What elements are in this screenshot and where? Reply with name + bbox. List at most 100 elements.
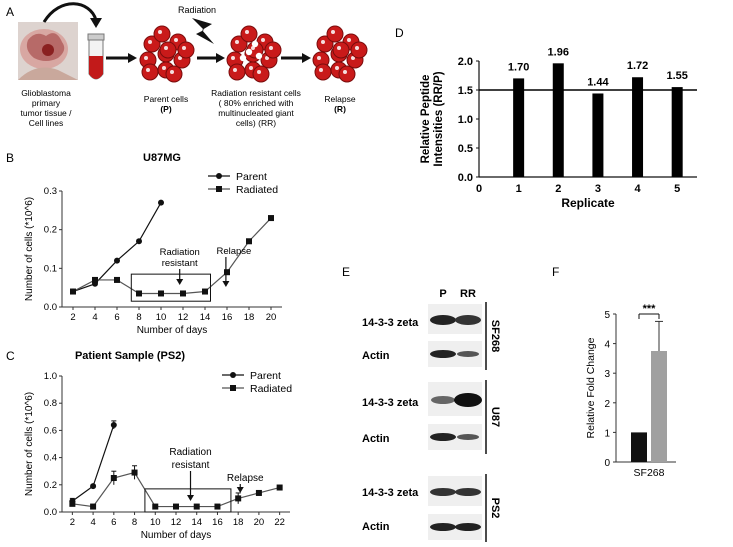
cell-nucleus — [235, 40, 239, 44]
cell — [177, 41, 195, 59]
panel-c-letter: C — [6, 349, 15, 363]
cell-nucleus — [321, 40, 325, 44]
cell — [153, 25, 171, 43]
x-tick-label: 6 — [111, 517, 116, 528]
x-tick-label: 8 — [132, 517, 137, 528]
y-axis-label: Number of cells (*10^6) — [24, 392, 35, 496]
bar-value-label: 1.96 — [548, 46, 569, 58]
cell — [264, 41, 282, 59]
data-point — [110, 475, 117, 481]
lane-rr-label: RR — [460, 288, 476, 300]
bar — [671, 87, 683, 177]
cell-nucleus — [351, 56, 355, 60]
source-label-2: primary — [32, 98, 61, 108]
panel-e-letter: E — [342, 265, 350, 279]
annotation-relapse: Relapse — [227, 473, 264, 484]
cell — [141, 63, 159, 81]
cell-nucleus — [269, 46, 273, 50]
cell-nucleus — [257, 70, 261, 74]
series-line-parent — [72, 424, 115, 502]
y-tick-label: 0.0 — [44, 507, 57, 518]
cell-nucleus — [261, 38, 265, 42]
y-tick-label: 3 — [604, 369, 610, 380]
bar-value-label: 1.44 — [587, 76, 609, 88]
y-axis-label: Relative Fold Change — [585, 337, 597, 438]
cell-nucleus — [233, 68, 237, 72]
cell-nucleus — [178, 56, 182, 60]
lane-p-label: P — [439, 288, 446, 300]
panel-a-letter: A — [6, 5, 14, 19]
legend-marker — [230, 385, 236, 391]
annotation-arrowhead — [187, 495, 195, 501]
x-tick-label: 12 — [171, 517, 182, 528]
data-point — [235, 495, 242, 502]
cell — [228, 63, 246, 81]
y-tick-label: 2.0 — [458, 56, 473, 68]
cell-nucleus — [174, 38, 178, 42]
bar-value-label: 1.55 — [666, 70, 687, 82]
cell — [240, 25, 258, 43]
data-point — [70, 288, 76, 295]
panel-d-letter: D — [395, 26, 404, 40]
panel-f-letter: F — [552, 265, 559, 279]
parent-label-2: (P) — [160, 104, 172, 114]
data-point — [69, 500, 76, 507]
cell-nucleus — [162, 66, 166, 70]
legend-label: Radiated — [236, 184, 278, 196]
panel-e: E P RR 14-3-3 zeta Actin SF268 14-3-3 ze… — [340, 262, 501, 542]
cell-nucleus — [182, 46, 186, 50]
data-point — [92, 276, 98, 283]
y-tick-label: 2 — [604, 399, 610, 410]
radiation-resistant-box — [144, 488, 232, 513]
cell — [252, 65, 270, 83]
x-tick-label: 3 — [595, 183, 601, 195]
data-point — [90, 483, 97, 490]
panel-b: B 2 4 6 8 10 12 14 16 18 20 0.0 0.1 0.2 0.3 Number of … — [0, 145, 290, 345]
cell-nucleus — [337, 46, 341, 50]
blot-group-label: PS2 — [489, 498, 500, 519]
cell-nucleus — [335, 66, 339, 70]
y-tick-label: 1 — [604, 428, 610, 439]
x-tick-label: 18 — [233, 517, 244, 528]
data-point — [255, 489, 262, 496]
y-tick-label: 0.1 — [44, 263, 57, 274]
cell-nucleus — [170, 70, 174, 74]
legend-marker — [216, 173, 222, 179]
annotation-radiation: Radiation — [169, 447, 211, 458]
y-tick-label: 5 — [604, 310, 610, 321]
blot-group-label: U87 — [489, 407, 500, 427]
x-axis-label: Number of days — [141, 530, 212, 541]
y-tick-label: 0.3 — [44, 186, 57, 197]
annotation-arrowhead — [176, 279, 184, 285]
western-blot: E P RR 14-3-3 zeta Actin SF268 14-3-3 ze… — [342, 265, 501, 542]
x-tick-label: 0 — [476, 183, 482, 195]
x-tick-label: 16 — [222, 312, 233, 323]
blot-row-label: 14-3-3 zeta — [362, 487, 419, 499]
cell-nucleus — [164, 46, 168, 50]
blot-row-label: Actin — [362, 433, 390, 445]
cell-nucleus — [148, 40, 152, 44]
y-tick-label: 1.5 — [458, 85, 473, 97]
relapse-cells-cluster — [312, 25, 368, 83]
x-tick-label: 8 — [136, 312, 141, 323]
data-point — [152, 503, 159, 510]
x-tick-label: 2 — [70, 312, 75, 323]
giant-cell-nucleus — [239, 54, 247, 62]
blot-group-label: SF268 — [489, 320, 500, 352]
annotation-resistant: resistant — [172, 460, 210, 471]
data-point — [114, 276, 120, 283]
bar — [592, 93, 604, 177]
rr-label-4: cells) (RR) — [236, 118, 276, 128]
x-tick-label: 10 — [150, 517, 161, 528]
cell-nucleus — [144, 56, 148, 60]
rr-cells-cluster — [226, 25, 282, 83]
data-point — [136, 290, 142, 297]
x-tick-label: 4 — [634, 183, 641, 195]
x-tick-label: 6 — [114, 312, 119, 323]
rr-label-1: Radiation resistant cells — [211, 88, 301, 98]
y-tick-label: 0.6 — [44, 425, 57, 436]
bar — [513, 78, 525, 177]
x-tick-label: 12 — [178, 312, 189, 323]
y-tick-label: 1.0 — [44, 371, 57, 382]
bar — [632, 77, 644, 177]
